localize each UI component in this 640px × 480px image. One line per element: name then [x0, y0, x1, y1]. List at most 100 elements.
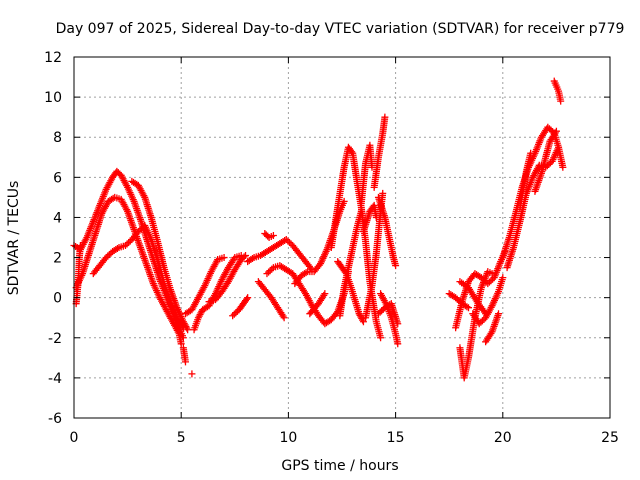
- data-track: [482, 310, 503, 346]
- data-track: [336, 207, 365, 320]
- data-track: [229, 294, 252, 320]
- y-tick-label: 6: [53, 170, 62, 186]
- plot-frame: [73, 56, 611, 419]
- y-tick-label: -6: [48, 411, 62, 427]
- x-axis-label: GPS time / hours: [281, 458, 398, 474]
- data-track: [357, 141, 376, 207]
- data-point-plus: [495, 310, 503, 318]
- data-point-plus: [547, 126, 555, 134]
- data-point-plus: [121, 242, 129, 250]
- data-point-plus: [394, 320, 402, 328]
- data-point-plus: [242, 252, 250, 260]
- data-point-plus: [123, 240, 131, 248]
- x-tick-label: 5: [177, 430, 186, 446]
- data-point-plus: [487, 277, 495, 285]
- x-tick-label: 0: [70, 430, 79, 446]
- data-point-plus: [134, 227, 142, 235]
- data-point-plus: [265, 268, 273, 276]
- data-point-plus: [282, 236, 290, 244]
- data-point-plus: [229, 312, 237, 320]
- data-point-plus: [181, 358, 189, 366]
- data-point-plus: [379, 189, 387, 197]
- data-point-plus: [557, 97, 565, 105]
- data-point-plus: [280, 314, 288, 322]
- data-point-plus: [230, 310, 238, 318]
- data-point-plus: [357, 207, 365, 215]
- data-track: [370, 113, 389, 191]
- data-point-plus: [552, 127, 560, 135]
- data-point-plus: [302, 269, 310, 277]
- data-point-plus: [263, 270, 271, 278]
- data-point-plus: [104, 252, 112, 260]
- data-point-plus: [220, 254, 228, 262]
- data-point-plus: [113, 245, 121, 253]
- data-point-plus: [243, 295, 251, 303]
- data-point-plus: [76, 242, 84, 250]
- data-point-plus: [545, 125, 553, 133]
- x-tick-label: 20: [494, 430, 512, 446]
- data-point-plus: [177, 340, 185, 348]
- data-point-plus: [232, 309, 240, 317]
- data-point-plus: [378, 307, 386, 315]
- y-tick-label: -4: [48, 371, 62, 387]
- data-track: [503, 143, 567, 272]
- data-point-plus: [136, 226, 144, 234]
- data-track: [205, 252, 250, 306]
- data-track: [128, 177, 192, 334]
- data-point-plus: [485, 278, 493, 286]
- data-track: [531, 127, 560, 195]
- data-point-plus: [499, 274, 507, 282]
- data-point-plus: [394, 340, 402, 348]
- y-axis-label: SDTVAR / TECUs: [6, 181, 22, 296]
- data-point-plus: [359, 318, 367, 326]
- data-track: [181, 254, 228, 318]
- data-point-plus: [279, 312, 287, 320]
- data-point-plus: [348, 148, 356, 156]
- data-track: [516, 149, 535, 211]
- data-point-plus: [482, 310, 490, 318]
- data-point-plus: [269, 231, 277, 239]
- data-point-plus: [452, 294, 460, 302]
- data-track: [190, 252, 245, 334]
- x-tick-label: 10: [279, 430, 297, 446]
- data-point-plus: [477, 318, 485, 326]
- data-point-plus: [381, 113, 389, 121]
- y-tick-label: -2: [48, 331, 62, 347]
- data-point-plus: [320, 291, 328, 299]
- data-point-plus: [284, 237, 292, 245]
- y-tick-label: 8: [53, 130, 62, 146]
- data-point-plus: [376, 308, 384, 316]
- data-point-plus: [188, 370, 196, 378]
- y-tick-label: 0: [53, 291, 62, 307]
- y-tick-label: 2: [53, 251, 62, 267]
- data-track: [254, 278, 288, 322]
- data-point-plus: [125, 239, 133, 247]
- data-track: [374, 300, 402, 328]
- y-tick-label: 4: [53, 210, 62, 226]
- data-track: [362, 189, 387, 322]
- data-point-plus: [248, 255, 256, 263]
- data-track: [499, 123, 563, 262]
- data-point-plus: [183, 324, 191, 332]
- data-point-plus: [321, 290, 329, 298]
- data-track: [72, 193, 185, 348]
- data-point-plus: [551, 129, 559, 137]
- data-point-plus: [374, 310, 382, 318]
- data-point-plus: [266, 267, 274, 275]
- data-series-sdtvar: [70, 77, 567, 382]
- axis-ticks: 0 5 10 15 20 25 -6 -4 -2 0 2 4 6 8 10 12: [44, 50, 619, 446]
- data-point-plus: [268, 265, 276, 273]
- data-point-plus: [307, 264, 315, 272]
- data-point-plus: [240, 253, 248, 261]
- data-point-plus: [105, 251, 113, 259]
- data-track: [374, 193, 400, 270]
- data-point-plus: [244, 294, 252, 302]
- data-point-plus: [453, 295, 461, 303]
- data-track: [261, 229, 277, 241]
- data-track: [244, 236, 316, 274]
- y-tick-label: 10: [44, 90, 62, 106]
- data-point-plus: [464, 304, 472, 312]
- data-track: [188, 370, 196, 378]
- data-track: [550, 77, 565, 105]
